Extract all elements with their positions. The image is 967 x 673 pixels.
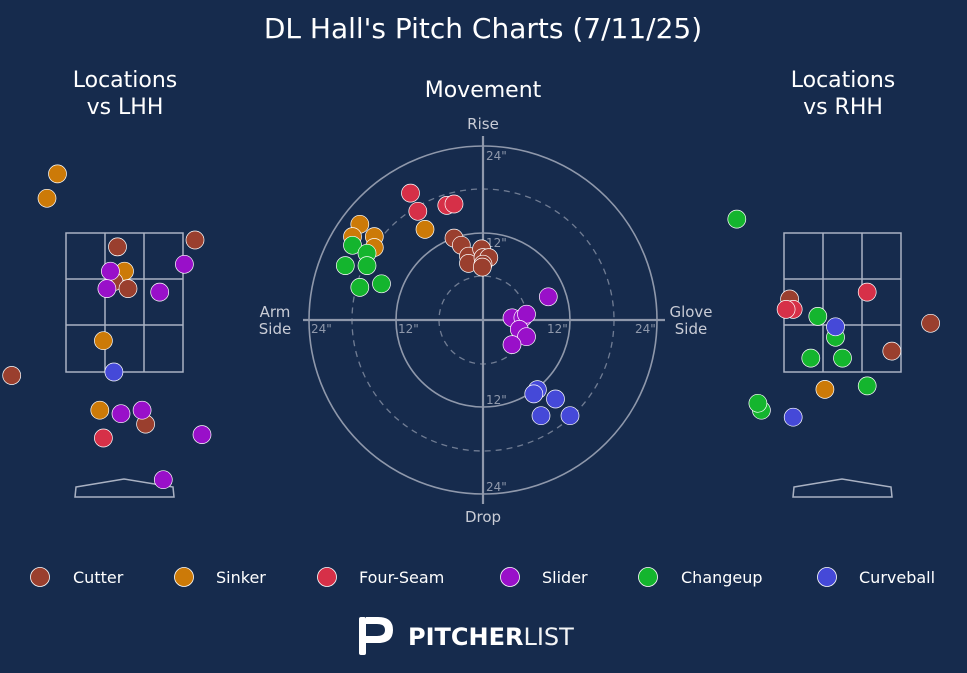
pitcherlist-wordmark: PITCHERLIST: [408, 623, 574, 651]
rhh-changeup-point: [833, 348, 852, 368]
rhh-curveball-point: [826, 317, 845, 337]
movement-curveball-point: [560, 406, 580, 426]
lhh-strike-zone: [65, 232, 184, 373]
movement-label-rise: Rise: [467, 115, 499, 133]
legend-label-four-seam: Four-Seam: [359, 568, 444, 587]
movement-cutter-point: [472, 257, 492, 277]
lhh-slider-point: [97, 279, 117, 298]
legend-marker-slider: [500, 567, 520, 587]
lhh-slider-point: [153, 470, 173, 490]
movement-changeup-point: [357, 256, 377, 275]
movement-sinker-point: [415, 220, 435, 239]
lhh-cutter-point: [185, 230, 205, 250]
pitcherlist-logo: PITCHERLIST: [359, 617, 574, 655]
tick-bottom-24: 24": [486, 480, 507, 494]
lhh-four-seam-point: [94, 428, 113, 448]
tick-left-24: 24": [311, 322, 332, 336]
lhh-slider-point: [192, 425, 212, 444]
movement-slider-point: [538, 287, 558, 307]
tick-right-12: 12": [547, 322, 568, 336]
lhh-home-plate: [74, 478, 175, 498]
movement-curveball-point: [546, 389, 565, 409]
lhh-sinker-point: [48, 164, 67, 184]
legend-label-sinker: Sinker: [216, 568, 266, 587]
rhh-home-plate: [792, 478, 893, 498]
brand-light: LIST: [523, 623, 574, 651]
rhh-changeup-point: [748, 393, 768, 413]
rhh-changeup-point: [808, 307, 828, 326]
tick-bottom-12: 12": [486, 393, 507, 407]
movement-curveball-point: [524, 384, 544, 404]
rhh-four-seam-point: [776, 300, 796, 319]
figure-title: DL Hall's Pitch Charts (7/11/25): [264, 12, 702, 45]
tick-top-12: 12": [486, 236, 507, 250]
rhh-pitch-points: [727, 209, 940, 427]
movement-grid: [303, 136, 665, 504]
rhh-cutter-point: [882, 341, 902, 361]
movement-changeup-point: [350, 278, 370, 297]
lhh-slider-point: [111, 404, 131, 424]
movement-four-seam-point: [444, 194, 464, 214]
lhh-curveball-point: [104, 362, 124, 382]
lhh-slider-point: [132, 400, 152, 420]
rhh-sinker-point: [815, 380, 835, 399]
legend-marker-cutter: [30, 567, 50, 587]
movement-changeup-point: [335, 256, 355, 275]
lhh-cutter-point: [118, 279, 138, 298]
pitcherlist-p-icon: [359, 617, 393, 655]
movement-four-seam-point: [401, 183, 420, 203]
movement-changeup-point: [372, 274, 391, 294]
lhh-cutter-point: [108, 237, 127, 257]
legend-marker-four-seam: [317, 567, 337, 587]
lhh-slider-point: [175, 254, 194, 274]
brand-bold: PITCHER: [408, 623, 523, 651]
rhh-title-line2: vs RHH: [803, 95, 883, 120]
movement-four-seam-point: [408, 201, 428, 221]
movement-curveball-point: [531, 406, 551, 426]
movement-title: Movement: [425, 78, 542, 103]
lhh-sinker-point: [94, 331, 113, 351]
movement-label-glove: Glove: [669, 303, 712, 321]
legend-label-slider: Slider: [542, 568, 588, 587]
rhh-changeup-point: [857, 376, 877, 396]
movement-panel: Movement Rise Drop Arm Side Glove Side 2…: [259, 78, 713, 526]
lhh-title-line2: vs LHH: [87, 95, 164, 120]
movement-pitch-points: [335, 183, 580, 426]
lhh-slider-point: [150, 282, 170, 302]
lhh-pitch-points: [2, 164, 212, 490]
lhh-sinker-point: [37, 188, 57, 208]
movement-slider-point: [517, 304, 536, 324]
legend-label-cutter: Cutter: [73, 568, 124, 587]
legend-marker-changeup: [638, 567, 658, 587]
rhh-changeup-point: [801, 348, 821, 368]
legend-marker-sinker: [174, 567, 194, 587]
legend-label-changeup: Changeup: [681, 568, 763, 587]
movement-label-glove-side: Side: [675, 320, 707, 338]
tick-left-12: 12": [398, 322, 419, 336]
rhh-curveball-point: [783, 407, 803, 427]
lhh-panel: Locations vs LHH: [2, 68, 212, 498]
tick-right-24: 24": [635, 322, 656, 336]
movement-label-arm-side: Side: [259, 320, 291, 338]
lhh-slider-point: [101, 261, 120, 281]
movement-label-arm: Arm: [260, 303, 291, 321]
rhh-four-seam-point: [857, 282, 877, 302]
legend: Cutter Sinker Four-Seam Slider Changeup …: [30, 567, 935, 587]
legend-label-curveball: Curveball: [859, 568, 935, 587]
lhh-cutter-point: [2, 366, 22, 385]
rhh-changeup-point: [727, 209, 747, 229]
lhh-title-line1: Locations: [73, 68, 178, 93]
rhh-title-line1: Locations: [791, 68, 896, 93]
rhh-panel: Locations vs RHH: [727, 68, 940, 498]
legend-marker-curveball: [817, 567, 837, 587]
lhh-sinker-point: [90, 400, 110, 420]
movement-slider-point: [502, 335, 522, 354]
tick-top-24: 24": [486, 149, 507, 163]
rhh-cutter-point: [921, 313, 940, 333]
movement-changeup-point: [343, 235, 362, 255]
movement-label-drop: Drop: [465, 508, 501, 526]
movement-slider-point: [517, 327, 536, 347]
